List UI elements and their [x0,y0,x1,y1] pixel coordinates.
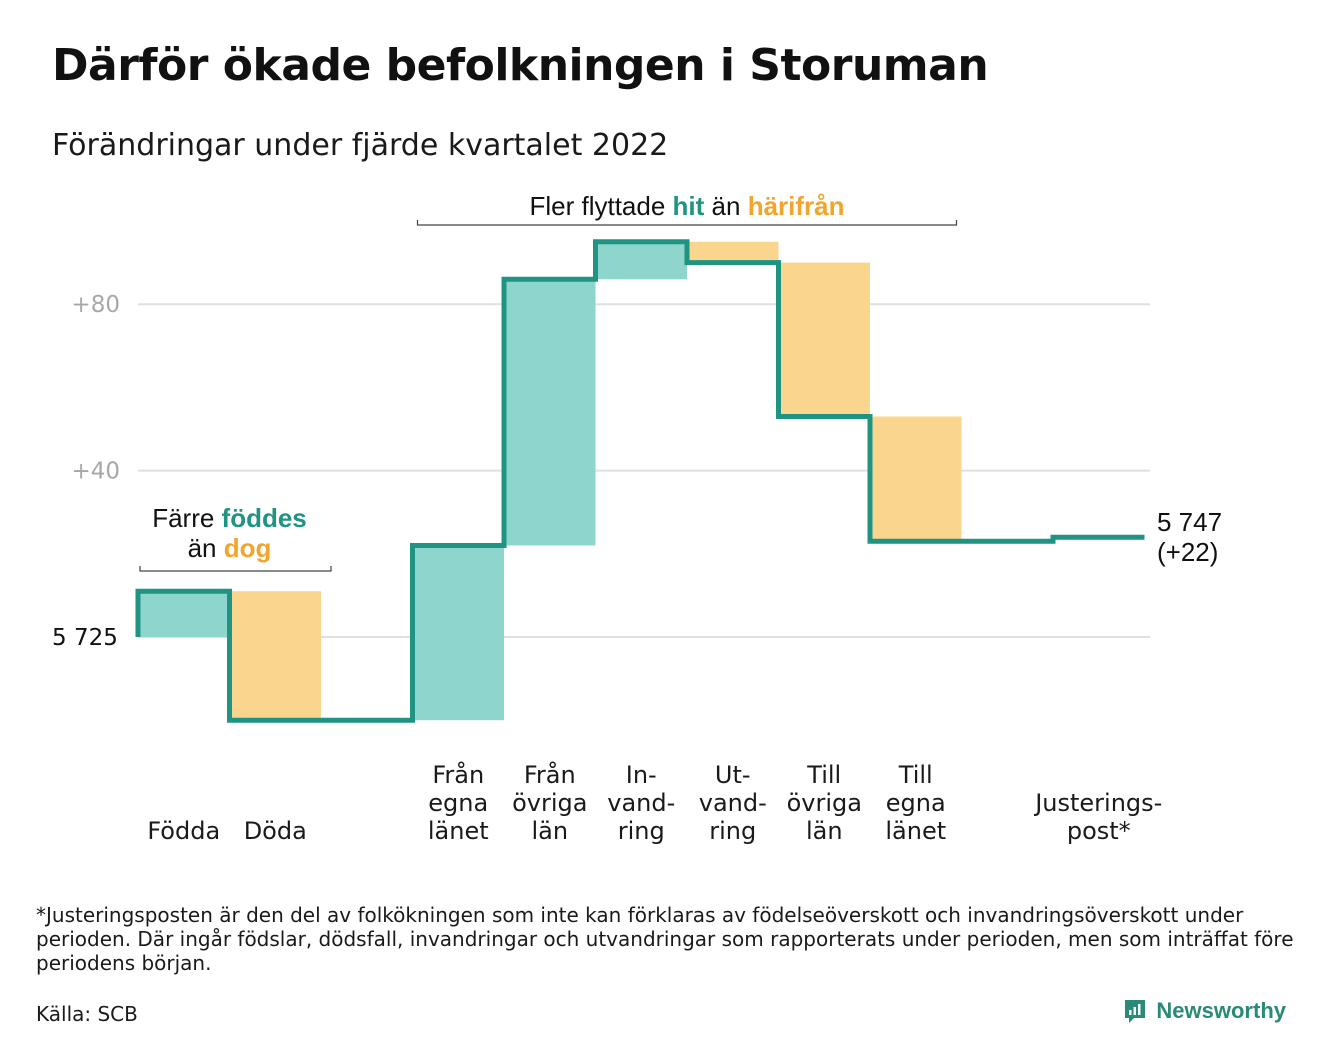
annotation-migration-bracket [416,220,958,226]
end-value-label: 5 747 [1157,507,1222,537]
category-label: egna [428,789,488,817]
bar-increase [412,545,504,721]
category-label: övriga [787,789,862,817]
category-label: län [806,817,843,845]
end-change-label: (+22) [1157,537,1218,567]
y-tick-label: +80 [71,292,120,318]
category-label: Ut- [715,761,751,789]
category-label: vand- [607,789,675,817]
category-label: Till [898,761,933,789]
category-label: Från [432,760,484,789]
bar-decrease [229,591,321,721]
category-label: Födda [147,817,220,845]
bar-decrease [870,416,962,542]
bar-increase [595,241,687,280]
chart-title: Därför ökade befolkningen i Storuman [52,40,989,91]
category-label: post* [1067,817,1131,845]
category-label: ring [709,817,756,845]
bars [138,241,962,721]
category-label: Till [806,761,841,789]
category-label: vand- [699,789,767,817]
source-note: Källa: SCB [36,1002,138,1026]
category-label: In- [626,761,657,789]
bar-increase [504,279,596,546]
bar-decrease [687,241,779,263]
annotation-births-bracket [139,566,332,572]
newsworthy-logo-icon [1125,1000,1146,1023]
category-label: Döda [244,817,307,845]
start-value-label: 5 725 [52,625,118,651]
annotation-births-line1: Färre föddes [152,503,307,533]
chart-subtitle: Förändringar under fjärde kvartalet 2022 [52,128,669,163]
bar-decrease [778,262,870,417]
brand-name: Newsworthy [1156,998,1286,1023]
category-label: övriga [512,789,587,817]
category-label: länet [885,817,946,845]
gridlines [138,303,1150,638]
category-label: län [531,817,568,845]
cumulative-step-line [135,239,1145,723]
annotation-migration: Fler flyttade hit än härifrån [529,191,844,221]
bar-increase [138,591,230,637]
step-line [135,239,1145,723]
category-label: länet [428,817,489,845]
footnote: *Justeringsposten är den del av folkökni… [36,903,1294,975]
category-label: egna [886,789,946,817]
annotation-births-line2: än dog [188,533,272,563]
y-tick-label: +40 [71,459,120,485]
brand-logo: Newsworthy [1122,997,1286,1025]
category-label: Justerings- [1033,789,1162,817]
category-label: Från [524,760,576,789]
category-label: ring [618,817,665,845]
